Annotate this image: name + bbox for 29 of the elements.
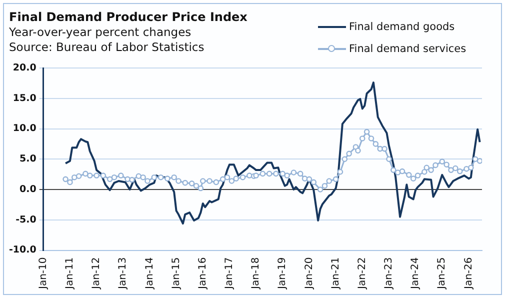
- x-tick-label: Jan-13: [118, 257, 129, 290]
- legend-label: Final demand services: [349, 43, 466, 55]
- x-tick-label: Jan-17: [224, 257, 236, 290]
- chart-title: Final Demand Producer Price Index: [9, 10, 248, 25]
- x-tick-label: Jan-12: [91, 257, 102, 290]
- x-tick-label: Jan-14: [144, 257, 156, 290]
- y-tick-label: 20.0: [12, 62, 37, 74]
- y-tick-label: -10.0: [8, 244, 37, 256]
- source-note: Source: Bureau of Labor Statistics: [9, 40, 206, 55]
- x-tick-label: Jan-22: [356, 257, 368, 290]
- x-tick-label: Jan-19: [277, 257, 288, 290]
- x-tick-label: Jan-24: [410, 257, 422, 290]
- x-tick-label: Jan-25: [436, 257, 448, 290]
- chart-subtitle: Year-over-year percent changes: [9, 25, 192, 40]
- x-tick-label: Jan-11: [64, 257, 76, 290]
- x-tick-label: Jan-21: [330, 257, 342, 290]
- x-tick-label: Jan-20: [304, 257, 315, 290]
- y-tick-label: 10.0: [12, 123, 37, 134]
- x-tick-label: Jan-16: [197, 257, 208, 290]
- legend-label: Final demand goods: [349, 21, 455, 33]
- x-tick-label: Jan-26: [463, 257, 474, 290]
- y-tick-label: -5.0: [16, 214, 37, 226]
- y-tick-label: 5.0: [20, 154, 37, 165]
- x-tick-label: Jan-10: [38, 257, 49, 290]
- x-tick-label: Jan-15: [170, 257, 182, 290]
- x-tick-label: Jan-18: [250, 257, 262, 290]
- x-tick-label: Jan-23: [384, 257, 395, 290]
- y-tick-label: 0.0: [20, 184, 37, 195]
- y-tick-label: 15.0: [12, 92, 37, 104]
